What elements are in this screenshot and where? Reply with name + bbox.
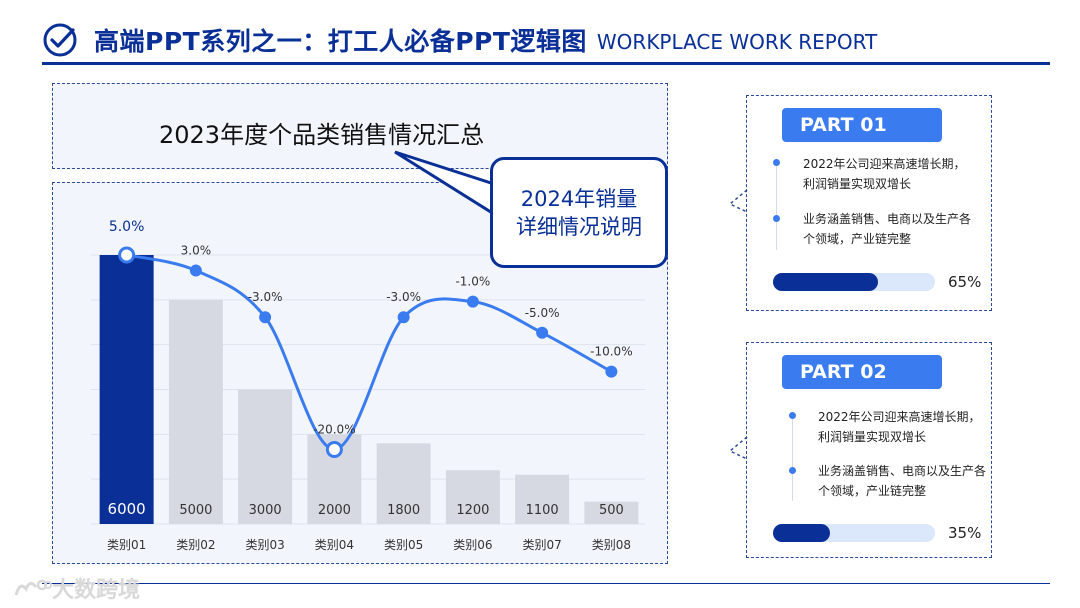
watermark: 大数跨境 <box>12 572 140 604</box>
part-card-01: PART 01 2022年公司迎来高速增长期，利润销量实现双增长 业务涵盖销售、… <box>746 95 992 311</box>
timeline-line <box>792 415 793 501</box>
line-value-label: -1.0% <box>455 275 490 289</box>
x-tick-label: 类别06 <box>453 538 492 552</box>
combo-chart: 6000 类别01 5000 类别02 3000 类别03 2000 类别04 1800 类别05… <box>91 219 645 552</box>
bar-value-label: 3000 <box>249 503 282 518</box>
line-point <box>189 264 202 277</box>
part-item-1: 2022年公司迎来高速增长期，利润销量实现双增长 <box>818 410 981 444</box>
line-point <box>259 311 272 324</box>
bar <box>584 501 639 524</box>
line-value-label: 3.0% <box>181 244 212 258</box>
part-card-02: PART 02 2022年公司迎来高速增长期，利润销量实现双增长 业务涵盖销售、… <box>746 342 992 558</box>
line-value-label: -5.0% <box>525 306 560 320</box>
callout-line-2: 详细情况说明 <box>516 214 642 239</box>
callout-bubble: 2024年销量 详细情况说明 <box>490 157 668 268</box>
timeline-dot <box>773 159 780 166</box>
progress-percent: 35% <box>948 524 982 542</box>
callout-line-1: 2024年销量 <box>520 186 638 211</box>
part-item-2: 业务涵盖销售、电商以及生产各个领域，产业链完整 <box>818 464 987 498</box>
timeline-line <box>776 162 777 250</box>
line-point <box>536 326 549 339</box>
part-badge: PART 01 <box>782 108 942 142</box>
line-value-label: 5.0% <box>109 219 145 235</box>
x-tick-label: 类别07 <box>522 538 561 552</box>
x-tick-label: 类别05 <box>384 538 423 552</box>
x-tick-label: 类别01 <box>107 538 146 552</box>
bar-value-label: 2000 <box>318 503 351 518</box>
bar <box>168 299 223 524</box>
card-tail <box>728 190 748 213</box>
timeline-dot <box>789 467 796 474</box>
progress-percent: 65% <box>948 273 982 291</box>
line-point <box>325 440 343 458</box>
page-title: 高端PPT系列之一：打工人必备PPT逻辑图 <box>94 27 587 56</box>
part-item-2: 业务涵盖销售、电商以及生产各个领域，产业链完整 <box>803 212 972 246</box>
bar <box>99 255 154 524</box>
bar <box>515 474 570 524</box>
line-point <box>118 246 136 264</box>
x-tick-label: 类别08 <box>592 538 631 552</box>
bar-value-label: 500 <box>599 503 624 518</box>
bar <box>376 443 431 524</box>
timeline-dot <box>773 215 780 222</box>
timeline-dot <box>789 412 796 419</box>
page-subtitle: WORKPLACE WORK REPORT <box>596 30 878 54</box>
line-point <box>397 311 410 324</box>
bar-value-label: 6000 <box>108 500 146 518</box>
x-tick-label: 类别04 <box>315 538 354 552</box>
footer-divider <box>42 583 1050 584</box>
bar-value-label: 5000 <box>179 503 212 518</box>
header-divider <box>42 62 1050 65</box>
line-point <box>605 365 618 378</box>
part-item-1: 2022年公司迎来高速增长期，利润销量实现双增长 <box>803 157 966 191</box>
bar <box>238 389 293 524</box>
card-tail <box>728 437 748 460</box>
bar-value-label: 1800 <box>387 503 420 518</box>
x-tick-label: 类别03 <box>245 538 284 552</box>
chart-title: 2023年度个品类销售情况汇总 <box>159 121 485 149</box>
growth-line <box>126 253 613 451</box>
x-tick-label: 类别02 <box>176 538 215 552</box>
chart-title-box: 2023年度个品类销售情况汇总 <box>52 83 668 169</box>
bar-value-label: 1200 <box>456 503 489 518</box>
bar-value-label: 1100 <box>526 503 559 518</box>
watermark-text: 大数跨境 <box>52 578 141 603</box>
line-value-label: -20.0% <box>313 422 355 436</box>
line-value-label: -3.0% <box>386 290 421 304</box>
page-header: 高端PPT系列之一：打工人必备PPT逻辑图 WORKPLACE WORK REP… <box>42 18 877 62</box>
line-value-label: -10.0% <box>590 345 632 359</box>
progress-fill <box>773 273 879 291</box>
check-circle-icon <box>43 23 77 57</box>
bar <box>445 470 500 524</box>
chart-box: 6000 类别01 5000 类别02 3000 类别03 2000 类别04 1800 类别05… <box>52 182 668 564</box>
part-badge: PART 02 <box>782 355 942 389</box>
progress-fill <box>773 524 830 542</box>
line-value-label: -3.0% <box>248 290 283 304</box>
watermark-logo-icon <box>14 579 52 596</box>
line-point <box>466 295 479 308</box>
